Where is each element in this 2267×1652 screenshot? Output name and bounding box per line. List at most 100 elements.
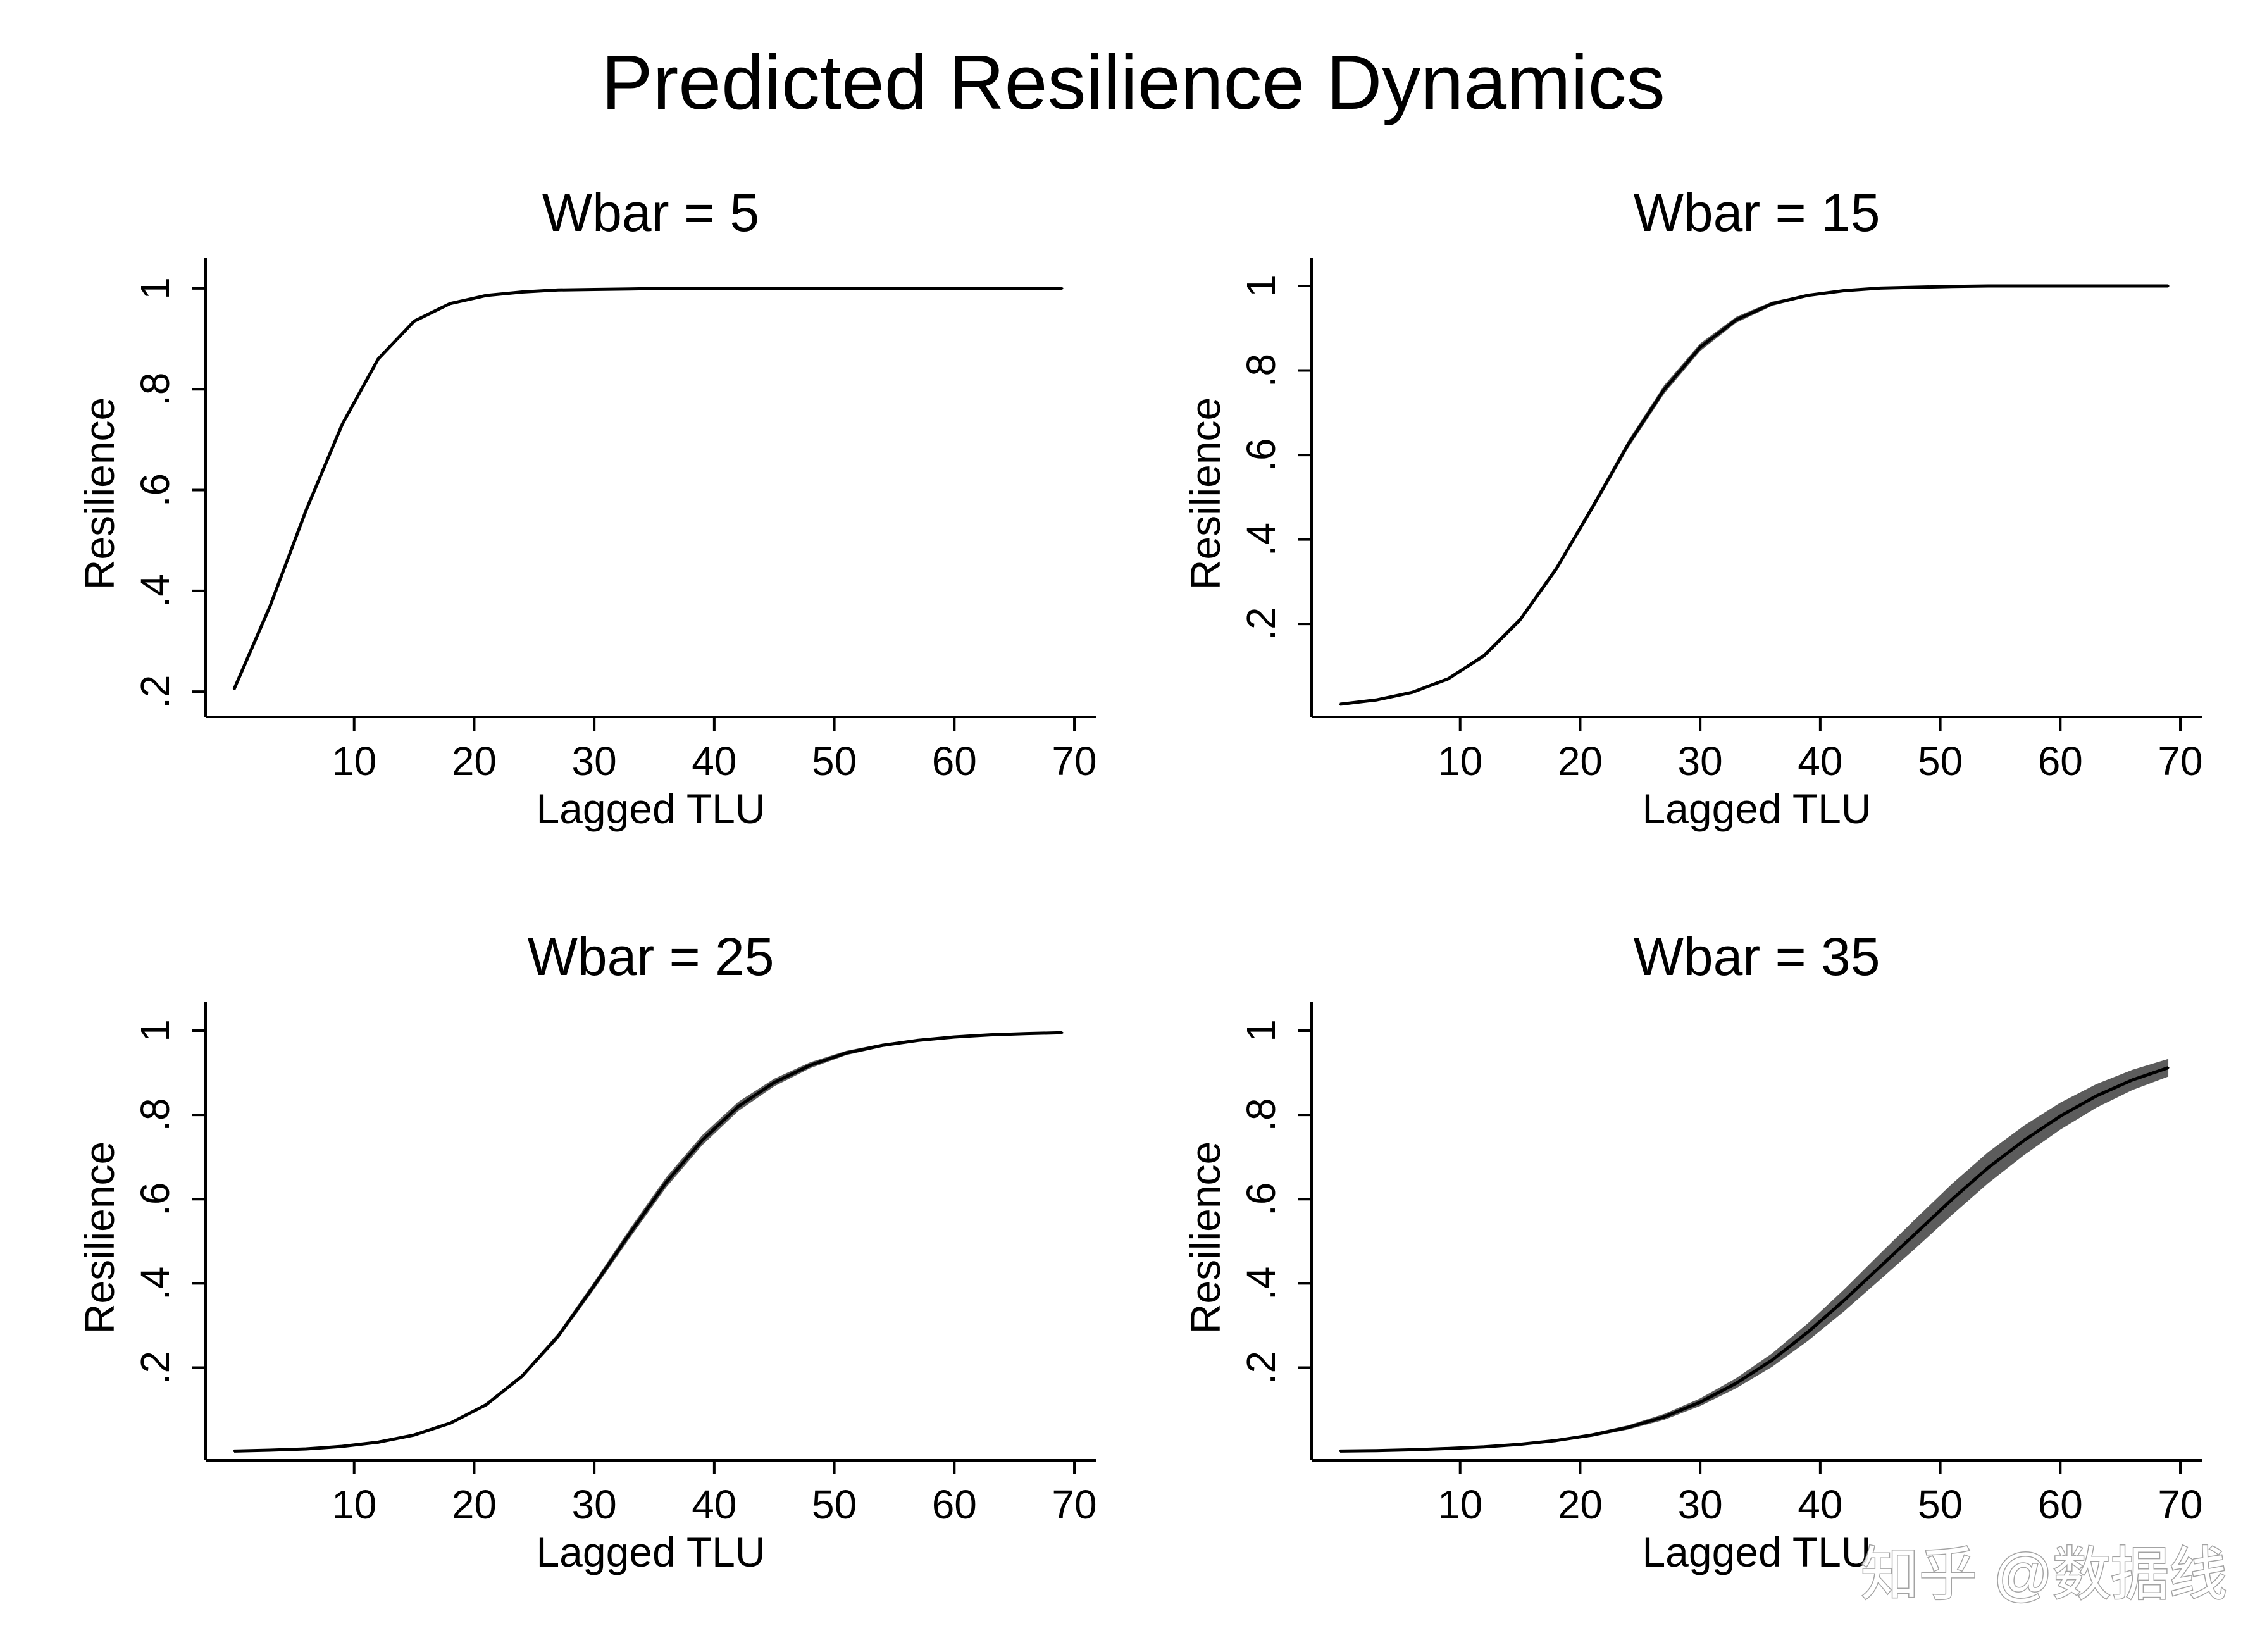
- data-point: [917, 287, 919, 290]
- data-point: [1807, 294, 1810, 297]
- y-tick-label: .2: [1238, 607, 1284, 640]
- y-axis-label: Resilience: [1182, 397, 1229, 590]
- data-point: [557, 289, 559, 291]
- x-tick-label: 70: [2158, 1482, 2202, 1527]
- data-point: [1915, 286, 1918, 289]
- data-point: [701, 1139, 704, 1141]
- x-tick-label: 40: [1798, 1482, 1842, 1527]
- x-axis-label: Lagged TLU: [536, 785, 765, 832]
- y-tick-label: .8: [132, 373, 178, 406]
- panel-title: Wbar = 15: [1634, 183, 1880, 242]
- x-tick-label: 60: [932, 738, 977, 784]
- data-point: [377, 357, 380, 360]
- data-point: [1699, 346, 1701, 349]
- x-axis-label: Lagged TLU: [1642, 1529, 1871, 1575]
- y-tick-label: .6: [132, 473, 178, 507]
- data-point: [2167, 285, 2170, 287]
- watermark: 知乎 @数据线: [1861, 1543, 2227, 1607]
- x-tick-label: 60: [2038, 738, 2083, 784]
- data-point: [2095, 285, 2097, 287]
- chart-panel-2: Wbar = 15 10 20 30 40 50 60 70 .2 .4 .6 .8 1 Lagged T…: [1182, 183, 2203, 832]
- data-point: [629, 1232, 631, 1234]
- figure-title: Predicted Resilience Dynamics: [601, 39, 1665, 125]
- data-point: [2023, 1139, 2025, 1141]
- chart-panel-4: Wbar = 35 10 20 30 40 50 60 70 .2 .4 .6 .8 1 Lagged T…: [1182, 927, 2203, 1575]
- panels: Wbar = 5 10 20 30 40 50 60 70 .2 .4 .6 .8 1 Lagged TL…: [76, 183, 2203, 1575]
- data-point: [665, 287, 668, 290]
- x-tick-label: 60: [932, 1482, 977, 1527]
- y-tick-label: 1: [1238, 1019, 1284, 1042]
- y-axis-label: Resilience: [76, 1141, 123, 1334]
- panel-title: Wbar = 35: [1634, 927, 1880, 986]
- chart-panel-1: Wbar = 5 10 20 30 40 50 60 70 .2 .4 .6 .8 1 Lagged TL…: [76, 183, 1097, 832]
- data-point: [809, 287, 812, 290]
- data-point: [1843, 1299, 1846, 1301]
- x-tick-label: 30: [572, 738, 617, 784]
- y-axis-label: Resilience: [1182, 1141, 1229, 1334]
- data-point: [737, 287, 740, 290]
- data-point: [1375, 1450, 1377, 1452]
- data-point: [845, 1052, 848, 1054]
- x-tick-label: 50: [1918, 738, 1963, 784]
- data-point: [1061, 287, 1064, 290]
- data-point: [1951, 285, 1954, 288]
- data-point: [521, 290, 523, 293]
- y-tick-label: .6: [1238, 1183, 1284, 1216]
- data-point: [773, 287, 776, 290]
- data-point: [341, 1445, 344, 1448]
- data-point: [1025, 1033, 1028, 1035]
- data-point: [1735, 1382, 1737, 1384]
- data-point: [449, 302, 451, 305]
- x-tick-label: 40: [1798, 738, 1842, 784]
- x-tick-label: 50: [1918, 1482, 1963, 1527]
- data-point: [485, 1403, 487, 1406]
- series-line: [1339, 284, 2169, 706]
- data-point: [1627, 443, 1629, 445]
- data-point: [629, 288, 631, 290]
- x-axis-label: Lagged TLU: [536, 1529, 765, 1575]
- data-point: [2059, 1115, 2061, 1117]
- data-point: [953, 1036, 955, 1038]
- data-point: [1339, 1450, 1341, 1452]
- data-point: [881, 287, 883, 290]
- data-point: [881, 1044, 883, 1046]
- x-axis-label: Lagged TLU: [1642, 785, 1871, 832]
- data-point: [1483, 1446, 1486, 1448]
- data-point: [989, 287, 991, 290]
- data-point: [1061, 1031, 1064, 1034]
- data-point: [485, 294, 487, 297]
- x-tick-label: 10: [332, 1482, 376, 1527]
- data-point: [269, 1449, 271, 1451]
- y-tick-label: 1: [132, 1019, 178, 1042]
- y-axis-label: Resilience: [76, 397, 123, 590]
- y-tick-label: .8: [1238, 354, 1284, 387]
- y-tick-label: .8: [1238, 1098, 1284, 1131]
- data-point: [665, 1181, 668, 1184]
- x-tick-label: 10: [1438, 738, 1482, 784]
- x-tick-label: 40: [692, 738, 736, 784]
- x-tick-label: 30: [572, 1482, 617, 1527]
- y-tick-label: .4: [132, 1267, 178, 1300]
- x-tick-label: 20: [1558, 738, 1603, 784]
- x-tick-label: 30: [1678, 738, 1723, 784]
- data-point: [1447, 1447, 1450, 1450]
- data-point: [1447, 678, 1450, 680]
- series-line: [233, 1031, 1063, 1453]
- x-tick-label: 50: [812, 738, 857, 784]
- data-point: [845, 287, 848, 290]
- data-point: [413, 320, 416, 323]
- data-point: [1555, 1439, 1557, 1442]
- y-tick-label: 1: [132, 277, 178, 300]
- x-tick-label: 40: [692, 1482, 736, 1527]
- series-line: [1339, 1066, 2169, 1453]
- data-point: [1025, 287, 1028, 290]
- data-point: [557, 1335, 559, 1338]
- y-tick-label: .2: [132, 1351, 178, 1384]
- data-point: [1771, 302, 1773, 305]
- y-tick-label: .4: [1238, 1267, 1284, 1300]
- x-tick-label: 50: [812, 1482, 857, 1527]
- data-point: [1627, 1426, 1629, 1429]
- data-point: [2167, 1067, 2170, 1069]
- x-tick-label: 70: [1052, 1482, 1096, 1527]
- series-line: [232, 287, 1063, 690]
